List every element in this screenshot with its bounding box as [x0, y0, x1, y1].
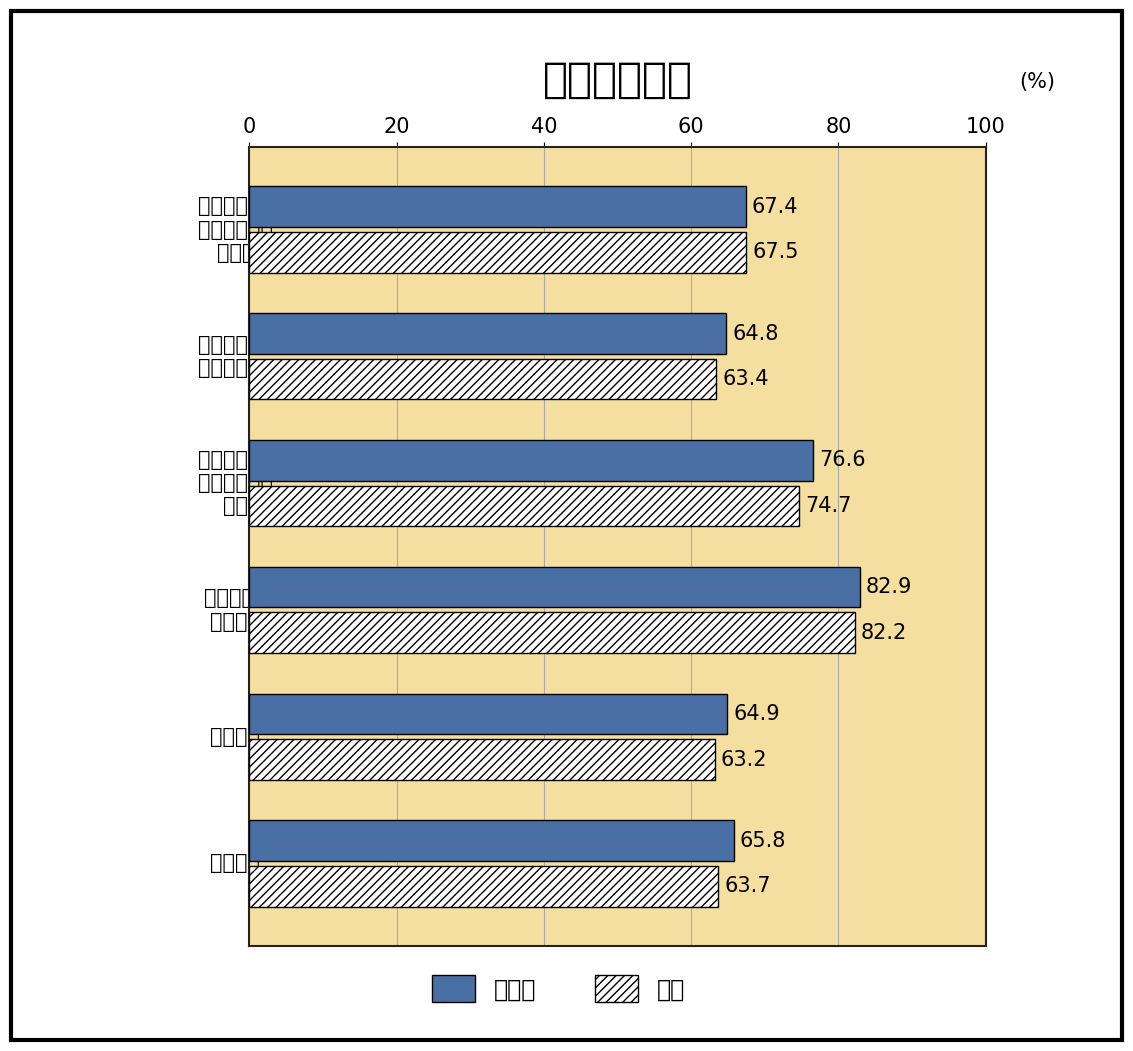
Bar: [249, 566, 860, 607]
Text: 64.8: 64.8: [732, 324, 778, 344]
Text: 76.6: 76.6: [819, 450, 866, 470]
Bar: [249, 440, 813, 480]
Text: 63.4: 63.4: [722, 369, 768, 389]
Title: 中学校　国語: 中学校 国語: [543, 59, 692, 101]
Legend: 札幌市, 全国: 札幌市, 全国: [420, 963, 697, 1014]
Text: 64.9: 64.9: [733, 704, 780, 724]
Text: 67.5: 67.5: [752, 243, 799, 263]
Text: 65.8: 65.8: [740, 830, 786, 850]
Text: 67.4: 67.4: [751, 197, 798, 217]
Text: 63.7: 63.7: [724, 877, 770, 897]
Text: (%): (%): [1020, 71, 1055, 91]
Bar: [249, 313, 726, 354]
Bar: [249, 821, 734, 861]
Bar: [249, 232, 747, 272]
Text: 82.2: 82.2: [861, 623, 906, 643]
Text: 82.9: 82.9: [866, 577, 912, 597]
Text: 63.2: 63.2: [721, 749, 767, 769]
Bar: [249, 486, 800, 527]
Bar: [249, 694, 727, 735]
Bar: [249, 739, 715, 780]
Bar: [249, 186, 746, 227]
Text: 74.7: 74.7: [806, 496, 852, 516]
Bar: [249, 358, 716, 399]
Bar: [249, 866, 718, 907]
Bar: [249, 613, 854, 653]
